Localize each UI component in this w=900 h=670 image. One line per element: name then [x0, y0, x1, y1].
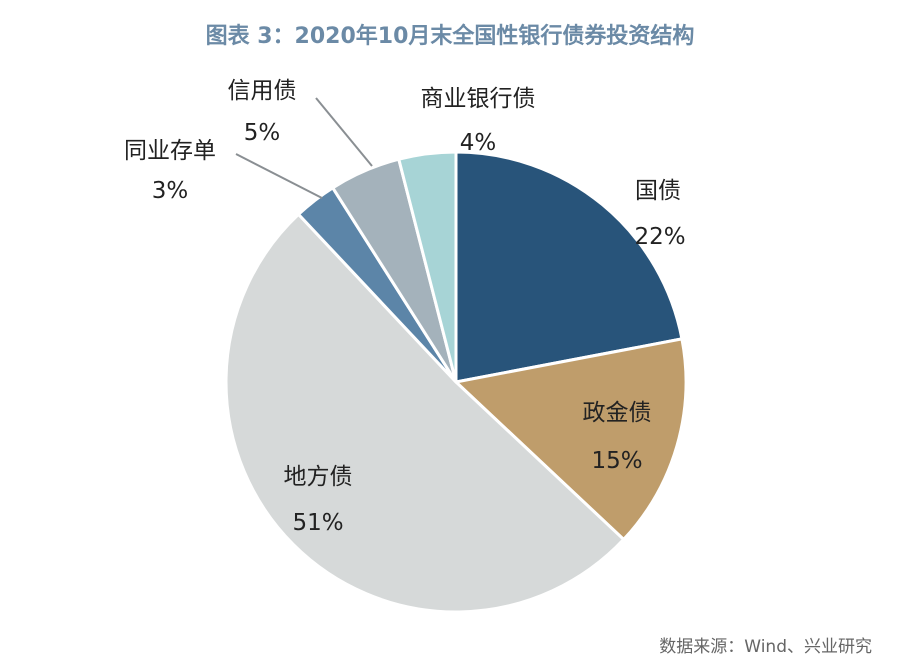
pie-slice-2 — [454, 337, 688, 541]
leader-line-5 — [315, 97, 373, 167]
leader-line-4 — [235, 153, 323, 199]
slice-value-label-3: 51% — [292, 510, 343, 536]
slice-labels: 国债 22% 政金债 15% 地方债 51% 同业存单 3% 信用债 5% 商业银行债 4% — [124, 78, 686, 536]
slice-value-label-6: 4% — [460, 130, 497, 156]
chart-title: 图表 3：2020年10月末全国性银行债券投资结构 — [205, 24, 695, 49]
slice-value-label-4: 3% — [152, 178, 189, 204]
data-source-note: 数据来源：Wind、兴业研究 — [659, 637, 872, 657]
pie-slice-6 — [397, 150, 458, 384]
leader-lines — [235, 97, 373, 199]
slice-value-label-1: 22% — [634, 224, 685, 250]
pie-slice-1 — [454, 150, 684, 384]
slice-value-label-2: 15% — [591, 448, 642, 474]
slice-value-label-5: 5% — [244, 120, 281, 146]
slice-name-label-2: 政金债 — [583, 400, 652, 426]
slice-name-label-5: 信用债 — [228, 78, 297, 104]
slice-name-label-3: 地方债 — [284, 464, 353, 490]
slice-name-label-1: 国债 — [635, 178, 681, 204]
pie-slices — [224, 150, 688, 614]
slice-name-label-4: 同业存单 — [124, 138, 216, 164]
pie-slice-3 — [224, 212, 626, 614]
slice-name-label-6: 商业银行债 — [421, 86, 536, 112]
